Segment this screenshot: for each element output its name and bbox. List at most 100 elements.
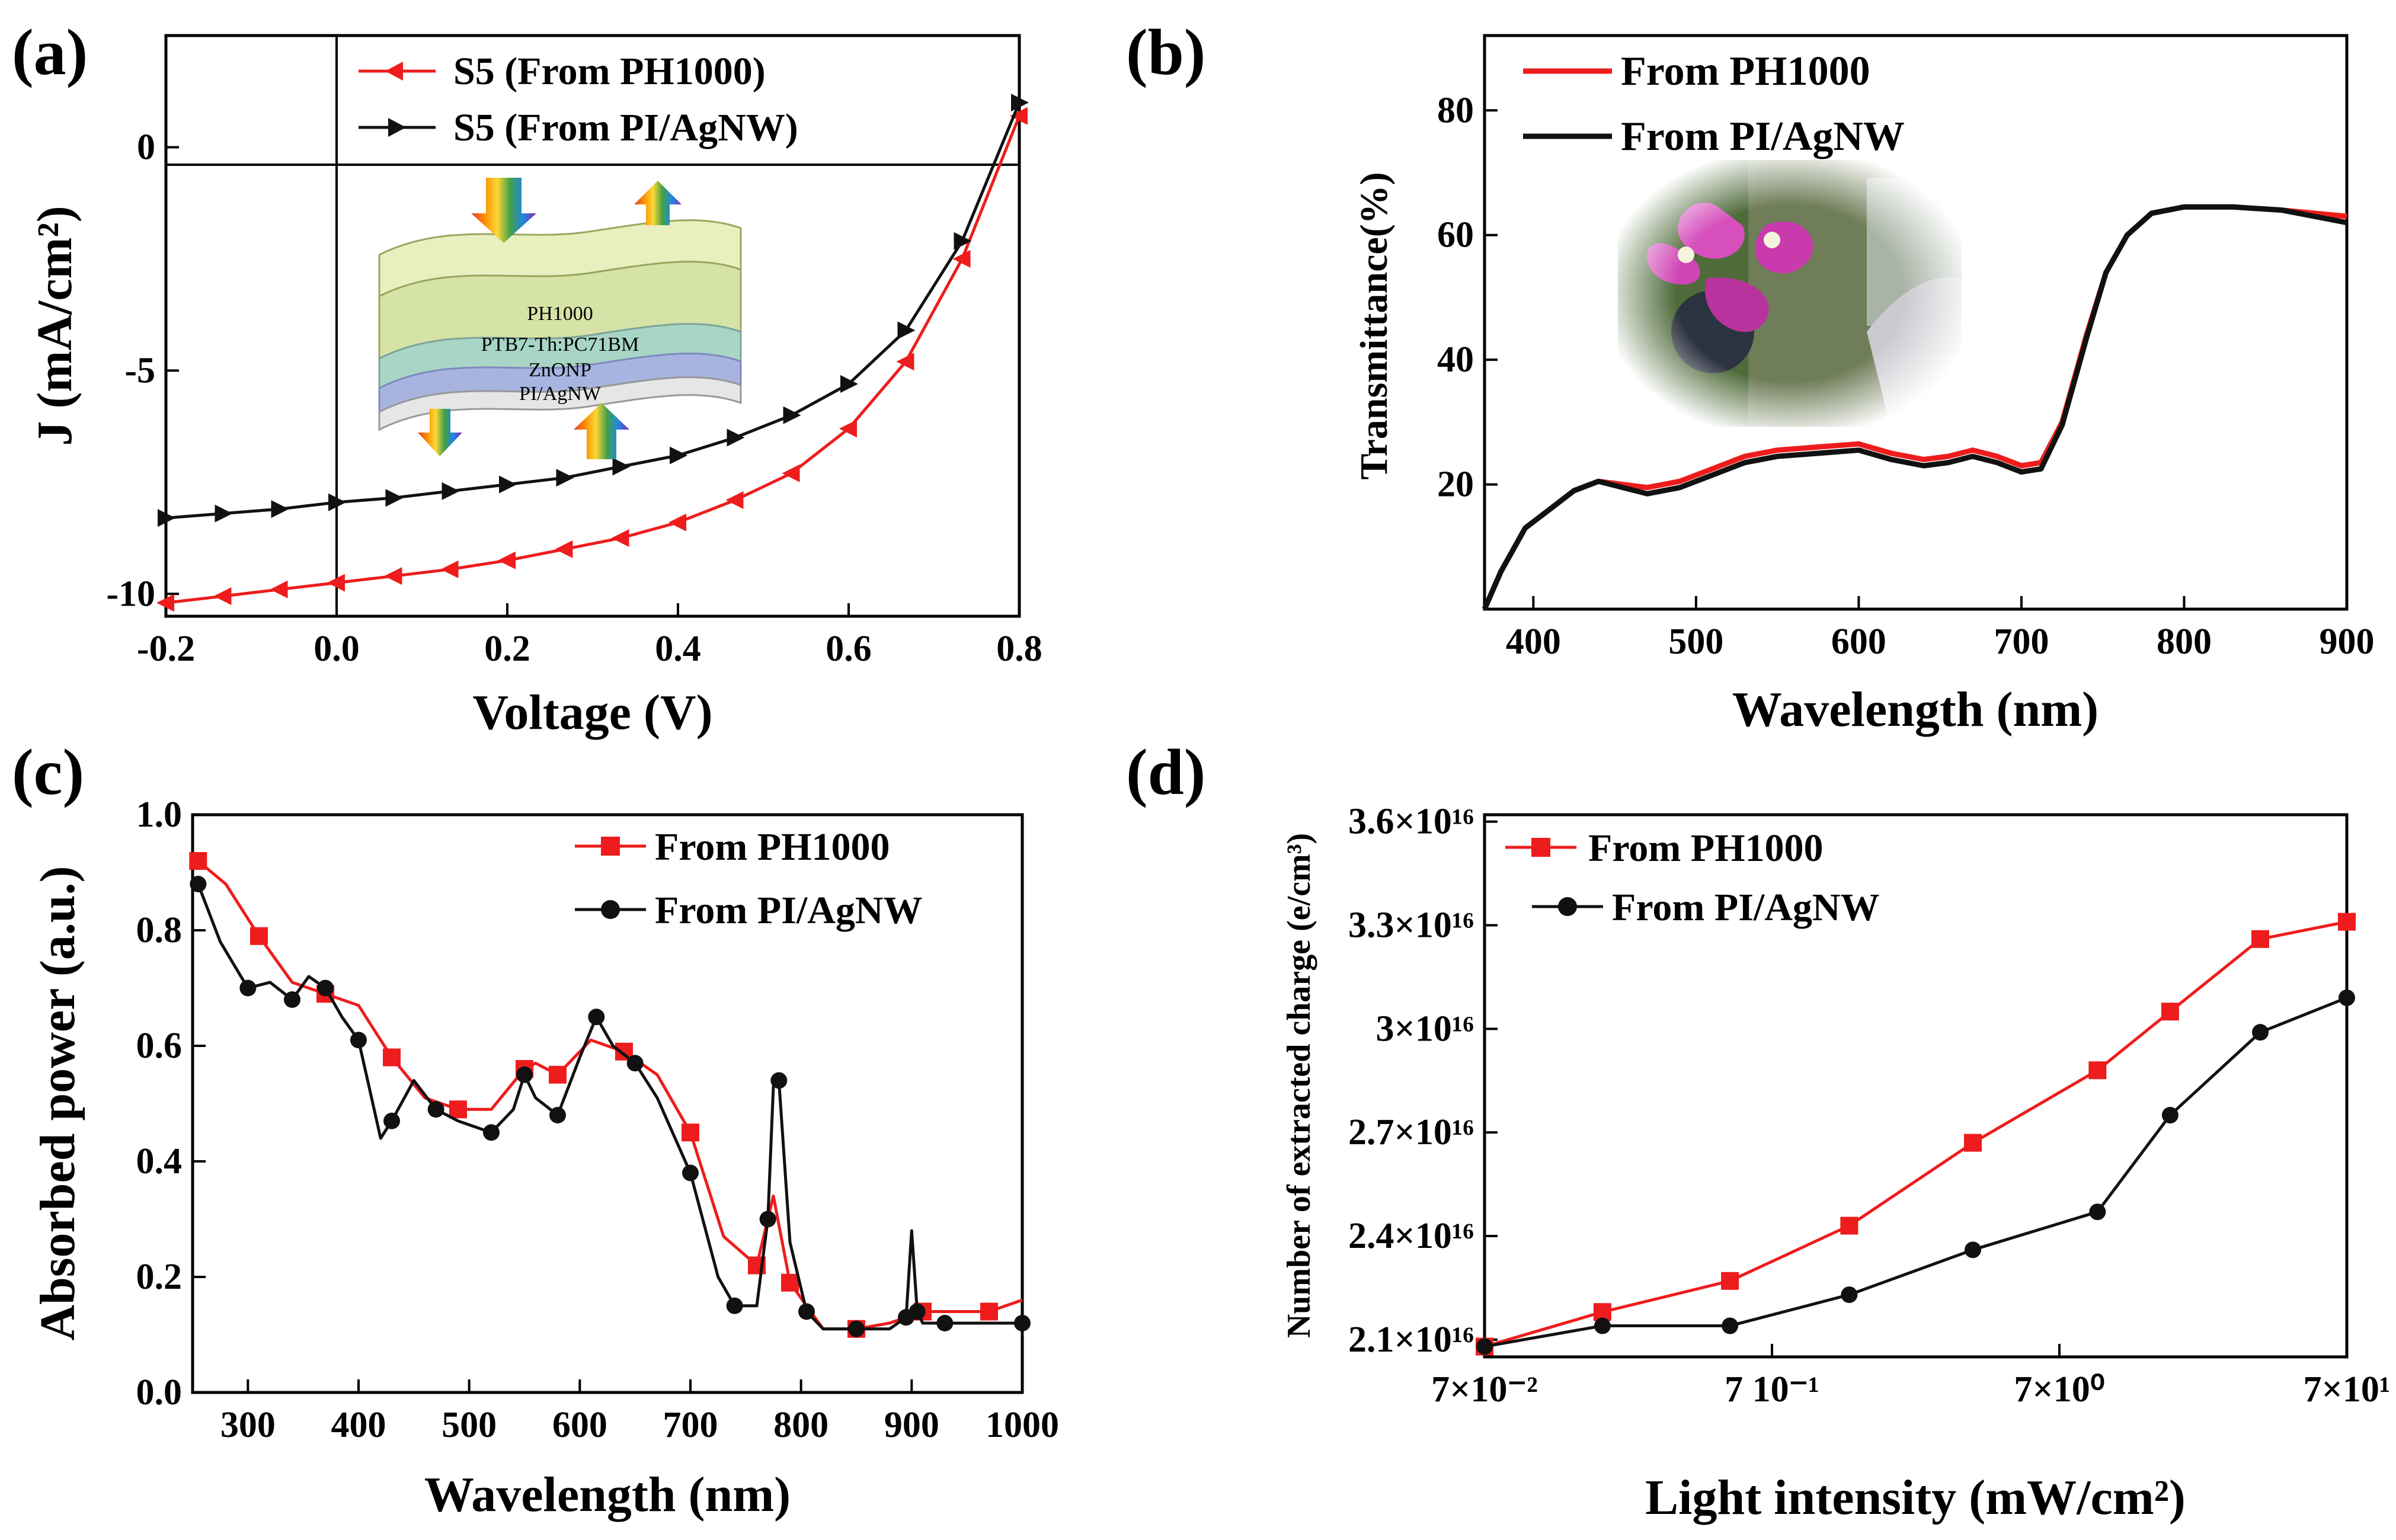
legend-marker-ph1000	[385, 62, 403, 81]
x-tick-label: 7 10⁻¹	[1725, 1369, 1819, 1410]
panel-d-ylabel: Number of extracted charge (e/cm³)	[1281, 833, 1317, 1338]
data-point-series-0	[952, 249, 971, 268]
data-point-series-0	[1010, 107, 1028, 125]
panel-b-xlabel: Wavelength (nm)	[1732, 682, 2099, 737]
data-point-series-1	[442, 482, 460, 500]
x-tick-label: 700	[1994, 622, 2049, 662]
data-point-series-1	[1965, 1241, 1982, 1259]
data-point-series-0	[1721, 1272, 1739, 1290]
series-line-1	[1484, 996, 2347, 1348]
panel-c-legend: From PH1000 From PI/AgNW	[575, 825, 923, 932]
data-point-series-1	[383, 1112, 400, 1129]
y-tick-label: -5	[124, 350, 155, 390]
y-tick-label: 3.3×10¹⁶	[1348, 905, 1474, 945]
data-point-series-1	[726, 1297, 743, 1314]
data-point-series-0	[384, 567, 402, 585]
x-tick-label: 0.4	[655, 629, 701, 669]
data-point-series-1	[909, 1303, 926, 1320]
x-tick-label: 800	[773, 1405, 828, 1445]
data-point-series-1	[1476, 1338, 1493, 1355]
data-point-series-1	[1011, 94, 1029, 112]
panel-b-legend-1: From PI/AgNW	[1621, 114, 1905, 159]
data-point-series-0	[189, 852, 207, 870]
panel-a-frame	[164, 34, 1021, 618]
light-arrow-out-bottom-left	[418, 409, 462, 456]
x-tick-label: 300	[220, 1405, 276, 1445]
data-point-series-1	[670, 446, 687, 465]
layer-label-ph1000: PH1000	[527, 303, 593, 325]
panel-c-xlabel: Wavelength (nm)	[424, 1467, 791, 1522]
data-point-series-1	[190, 876, 207, 892]
data-point-series-0	[781, 1273, 799, 1292]
x-tick-label: 0.0	[314, 629, 360, 669]
panel-b-legend-0: From PH1000	[1621, 49, 1870, 94]
x-tick-label: 0.2	[484, 629, 530, 669]
data-point-series-0	[2161, 1003, 2179, 1021]
series-line-1	[196, 883, 1022, 1331]
data-point-series-1	[239, 979, 257, 997]
legend-marker-piagnw	[388, 118, 406, 137]
data-point-series-1	[848, 1320, 865, 1337]
y-tick-label: -10	[106, 574, 155, 614]
series-line-0	[1484, 920, 2347, 1348]
x-tick-label: 0.8	[996, 629, 1042, 669]
data-point-series-0	[2088, 1061, 2107, 1080]
data-point-series-0	[270, 580, 288, 598]
panel-a-xlabel: Voltage (V)	[472, 685, 712, 740]
y-tick-label: 3×10¹⁶	[1375, 1008, 1474, 1049]
x-tick-label: 0.6	[826, 629, 872, 669]
data-point-series-1	[2089, 1203, 2106, 1221]
data-point-series-1	[682, 1164, 699, 1182]
x-tick-label: 600	[1831, 622, 1886, 662]
panel-d-legend: From PH1000 From PI/AgNW	[1505, 827, 1880, 929]
layer-piagnw	[378, 376, 742, 431]
data-point-series-0	[668, 513, 686, 532]
data-point-series-1	[350, 1032, 367, 1049]
x-tick-label: 700	[663, 1405, 718, 1445]
data-point-series-1	[840, 375, 858, 393]
data-point-series-0	[839, 420, 857, 438]
data-point-series-0	[1964, 1134, 1982, 1152]
data-point-series-0	[2251, 930, 2270, 948]
data-point-series-0	[682, 1123, 699, 1142]
data-point-series-1	[727, 428, 745, 447]
data-point-series-0	[449, 1100, 467, 1119]
x-tick-label: 400	[1506, 622, 1561, 662]
y-tick-label: 2.7×10¹⁶	[1348, 1112, 1474, 1152]
panel-c: 300 400 500 600 700 800 900 1000 0.0 0.2 0.4 0.6 0.8…	[30, 795, 1059, 1522]
panel-b-ylabel: Transmittance(%)	[1352, 172, 1396, 479]
x-tick-label: 500	[1668, 622, 1723, 662]
y-tick-label: 60	[1437, 215, 1474, 255]
data-point-series-0	[213, 587, 232, 606]
layer-label-ptb7: PTB7-Th:PC71BM	[481, 334, 639, 356]
data-point-series-1	[1014, 1315, 1031, 1331]
x-tick-label: 800	[2157, 622, 2212, 662]
data-point-series-1	[328, 493, 346, 511]
data-point-series-1	[215, 504, 233, 523]
x-tick-label: 500	[442, 1405, 497, 1445]
panel-label-b: (b)	[1126, 16, 1205, 88]
data-point-series-1	[284, 991, 300, 1008]
panel-c-legend-1: From PI/AgNW	[655, 889, 923, 932]
panel-a-legend-1: S5 (From PI/AgNW)	[453, 106, 798, 149]
panel-label-c: (c)	[12, 736, 84, 808]
data-point-series-1	[516, 1066, 533, 1083]
data-point-series-1	[954, 232, 972, 250]
panel-label-a: (a)	[12, 16, 88, 88]
y-tick-label: 2.1×10¹⁶	[1348, 1320, 1474, 1360]
light-arrow-in-top-left	[471, 178, 536, 243]
y-tick-label: 0.8	[136, 910, 183, 950]
data-point-series-0	[896, 353, 914, 371]
data-point-series-0	[383, 1048, 401, 1067]
data-point-series-0	[327, 574, 345, 592]
data-point-series-0	[2338, 913, 2356, 931]
series-line-1	[165, 102, 1021, 520]
panel-a: -0.2 0.0 0.2 0.4 0.6 0.8 0 -5 -10 Voltage (V) J …	[27, 34, 1042, 740]
x-tick-label: 900	[2320, 622, 2375, 662]
series-line-1	[1482, 204, 2347, 610]
panel-d-legend-1: From PI/AgNW	[1612, 886, 1880, 929]
y-tick-label: 20	[1437, 465, 1474, 505]
device-schematic-inset: PH1000 PTB7-Th:PC71BM ZnONP PI/AgNW	[378, 178, 742, 459]
data-point-series-1	[626, 1055, 644, 1072]
